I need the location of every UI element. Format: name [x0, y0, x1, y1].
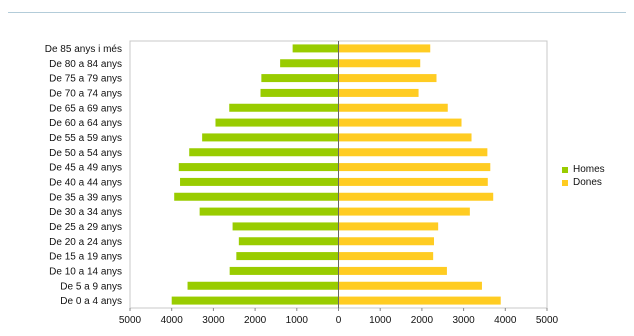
legend-label-dones: Dones — [573, 177, 602, 188]
bar-homes — [260, 88, 339, 97]
bar-dones — [338, 74, 437, 83]
bar-dones — [338, 237, 434, 246]
category-label: De 0 a 4 anys — [60, 296, 122, 307]
bar-homes — [292, 44, 339, 53]
category-label: De 55 a 59 anys — [49, 133, 122, 144]
bar-dones — [338, 222, 439, 231]
bar-homes — [178, 163, 339, 172]
bar-homes — [180, 177, 339, 186]
bar-homes — [199, 207, 339, 216]
bar-homes — [202, 133, 339, 142]
bar-dones — [338, 296, 501, 305]
x-tick-label: 3000 — [452, 315, 475, 326]
legend-label-homes: Homes — [573, 164, 605, 175]
bar-homes — [236, 252, 339, 261]
top-divider — [8, 12, 626, 13]
x-tick-label: 1000 — [369, 315, 392, 326]
category-label: De 70 a 74 anys — [49, 88, 122, 99]
x-tick-label: 0 — [336, 315, 342, 326]
bar-homes — [187, 281, 339, 290]
bar-homes — [171, 296, 339, 305]
bar-dones — [338, 281, 482, 290]
bar-dones — [338, 148, 488, 157]
x-tick-label: 3000 — [202, 315, 225, 326]
legend-swatch-homes — [562, 166, 568, 173]
bar-dones — [338, 44, 431, 53]
x-tick-label: 5000 — [536, 315, 559, 326]
category-label: De 50 a 54 anys — [49, 148, 122, 159]
category-label: De 5 a 9 anys — [60, 281, 122, 292]
bar-dones — [338, 177, 488, 186]
legend-item-dones: Dones — [562, 176, 605, 189]
bar-dones — [338, 252, 434, 261]
x-tick-label: 5000 — [119, 315, 142, 326]
category-label: De 80 a 84 anys — [49, 59, 122, 70]
bar-homes — [229, 103, 339, 112]
category-label: De 75 a 79 anys — [49, 74, 122, 85]
category-label: De 40 a 44 anys — [49, 177, 122, 188]
bar-dones — [338, 163, 491, 172]
category-label: De 15 a 19 anys — [49, 252, 122, 263]
category-label: De 60 a 64 anys — [49, 118, 122, 129]
legend: Homes Dones — [562, 163, 605, 189]
bar-dones — [338, 103, 448, 112]
bar-homes — [174, 192, 339, 201]
bar-dones — [338, 192, 494, 201]
bar-homes — [261, 74, 339, 83]
category-label: De 25 a 29 anys — [49, 222, 122, 233]
bar-homes — [280, 59, 339, 68]
category-label: De 20 a 24 anys — [49, 237, 122, 248]
category-label: De 65 a 69 anys — [49, 103, 122, 114]
x-tick-label: 2000 — [411, 315, 434, 326]
category-label: De 45 a 49 anys — [49, 163, 122, 174]
x-tick-label: 2000 — [244, 315, 267, 326]
bar-dones — [338, 59, 421, 68]
x-tick-label: 1000 — [286, 315, 309, 326]
bar-dones — [338, 88, 419, 97]
bar-dones — [338, 207, 470, 216]
bar-dones — [338, 266, 447, 275]
legend-swatch-dones — [562, 179, 568, 186]
category-label: De 10 a 14 anys — [49, 266, 122, 277]
legend-item-homes: Homes — [562, 163, 605, 176]
bar-homes — [229, 266, 339, 275]
bar-dones — [338, 133, 472, 142]
category-label: De 85 anys i més — [45, 44, 122, 55]
bar-homes — [189, 148, 339, 157]
category-label: De 35 a 39 anys — [49, 192, 122, 203]
bar-homes — [215, 118, 339, 127]
x-tick-label: 4000 — [494, 315, 517, 326]
bar-homes — [238, 237, 339, 246]
bar-dones — [338, 118, 462, 127]
category-label: De 30 a 34 anys — [49, 207, 122, 218]
x-tick-label: 4000 — [161, 315, 184, 326]
bar-homes — [232, 222, 339, 231]
